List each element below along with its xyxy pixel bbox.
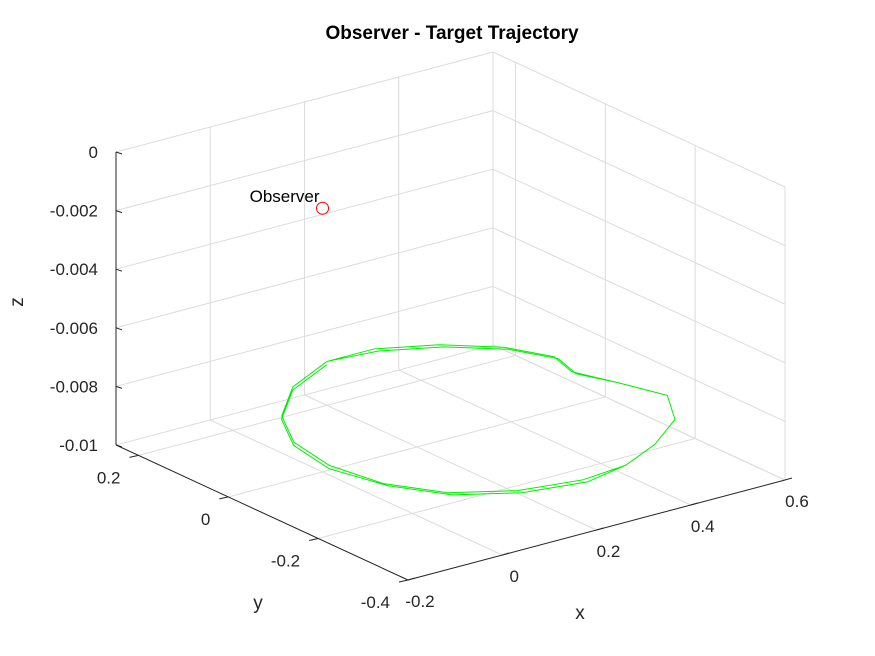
y-tick-mark bbox=[219, 496, 229, 500]
z-tick-mark bbox=[115, 385, 123, 389]
x-tick-label: 0.4 bbox=[691, 517, 715, 536]
y-tick-label: -0.2 bbox=[271, 551, 300, 570]
y-tick-mark bbox=[398, 579, 409, 583]
grid-line bbox=[398, 369, 691, 506]
x-tick-label: -0.2 bbox=[405, 592, 434, 611]
observer-marker bbox=[316, 201, 330, 215]
grid-layer bbox=[115, 51, 786, 581]
grid-line bbox=[492, 51, 786, 188]
y-tick-label: 0.2 bbox=[97, 468, 121, 487]
z-tick-label: 0 bbox=[89, 143, 98, 162]
z-tick-label: -0.004 bbox=[50, 260, 98, 279]
x-tick-mark bbox=[502, 552, 510, 556]
z-tick-mark bbox=[115, 151, 123, 155]
trajectory-line bbox=[280, 344, 676, 496]
x-tick-label: 0 bbox=[510, 567, 519, 586]
grid-line bbox=[492, 168, 786, 305]
series-layer: Observer bbox=[250, 187, 676, 496]
grid-line bbox=[115, 51, 494, 153]
z-tick-label: -0.01 bbox=[59, 436, 98, 455]
grid-line bbox=[115, 227, 494, 329]
grid-line bbox=[304, 394, 597, 531]
x-tick-label: 0.6 bbox=[785, 492, 809, 511]
grid-line bbox=[115, 110, 494, 212]
z-tick-mark bbox=[115, 444, 123, 448]
grid-line bbox=[318, 437, 696, 539]
observer-label: Observer bbox=[250, 187, 320, 206]
grid-line bbox=[492, 344, 786, 481]
z-tick-label: -0.002 bbox=[50, 202, 98, 221]
grid-line bbox=[115, 285, 494, 387]
axes-layer bbox=[115, 152, 786, 581]
x-tick-mark bbox=[596, 527, 604, 531]
y-tick-mark bbox=[309, 537, 319, 541]
y-tick-label: -0.4 bbox=[361, 593, 390, 612]
z-tick-label: -0.008 bbox=[50, 377, 98, 396]
z-tick-mark bbox=[115, 210, 123, 214]
x-tick-mark bbox=[784, 477, 793, 481]
x-tick-mark bbox=[690, 502, 698, 506]
grid-line bbox=[115, 344, 494, 446]
chart-title: Observer - Target Trajectory bbox=[325, 23, 579, 44]
y-tick-label: 0 bbox=[201, 510, 210, 529]
ticks-layer: -0.2 0 0.2 0.4 0.6 0.2 0 -0.2 -0.4 0 -0.002 -0.004 -… bbox=[50, 143, 809, 612]
grid-line bbox=[115, 168, 494, 270]
grid-line bbox=[492, 110, 786, 247]
y-axis-label: y bbox=[253, 593, 263, 614]
grid-line bbox=[138, 354, 516, 456]
grid-line bbox=[228, 396, 606, 498]
grid-line bbox=[492, 285, 786, 422]
z-axis-label: z bbox=[7, 297, 28, 307]
z-tick-mark bbox=[115, 268, 123, 272]
x-tick-label: 0.2 bbox=[597, 542, 621, 561]
z-tick-label: -0.006 bbox=[50, 319, 98, 338]
grid-line bbox=[492, 227, 786, 364]
x-axis-label: x bbox=[575, 603, 585, 624]
grid-line bbox=[210, 419, 503, 556]
x-tick-mark bbox=[407, 577, 416, 581]
z-tick-mark bbox=[115, 327, 123, 331]
y-tick-mark bbox=[129, 454, 139, 458]
y-axis-line bbox=[115, 444, 409, 581]
